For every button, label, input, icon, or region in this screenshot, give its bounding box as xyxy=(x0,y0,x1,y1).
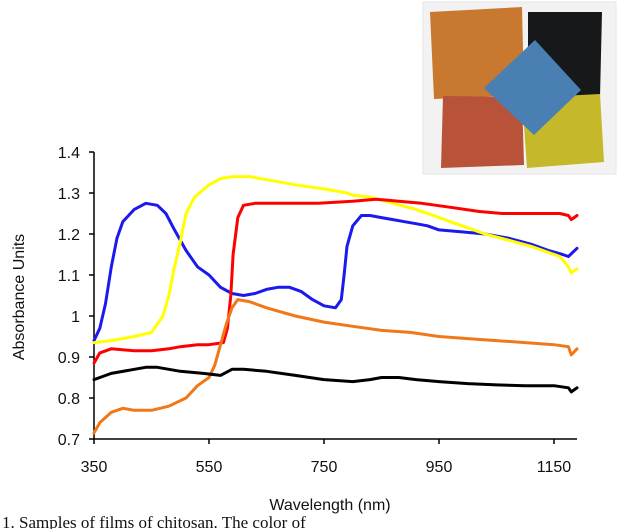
x-tick-label: 1150 xyxy=(537,459,572,476)
series-line-1 xyxy=(92,201,579,343)
x-tick-label: 950 xyxy=(426,459,453,476)
y-tick-label: 1.2 xyxy=(58,227,80,244)
series-line-4 xyxy=(92,298,579,435)
blue-film-sample xyxy=(484,40,581,135)
film-samples-photo xyxy=(422,1,617,175)
series-layer xyxy=(92,175,579,435)
x-tick-label: 750 xyxy=(311,459,338,476)
y-tick-label: 0.7 xyxy=(58,432,80,449)
y-tick-label: 0.8 xyxy=(58,391,80,408)
red-film-sample xyxy=(441,96,524,168)
y-axis-title: Absorbance Units xyxy=(11,234,28,360)
y-tick-label: 0.9 xyxy=(58,350,80,367)
x-tick-label: 550 xyxy=(196,459,223,476)
y-tick-label: 1.4 xyxy=(58,145,80,162)
y-tick-label: 1.3 xyxy=(58,186,80,203)
x-axis-title: Wavelength (nm) xyxy=(269,497,390,514)
x-tick-label: 350 xyxy=(81,459,108,476)
y-axis-ticks: 0.7 0.8 0.9 1 1.1 1.2 1.3 1.4 xyxy=(58,145,94,449)
series-line-3 xyxy=(92,197,579,365)
series-line-5 xyxy=(92,365,579,394)
y-tick-label: 1.1 xyxy=(58,268,80,285)
figure-caption: 1. Samples of films of chitosan. The col… xyxy=(2,513,306,529)
series-line-2 xyxy=(92,175,579,345)
y-tick-label: 1 xyxy=(71,309,80,326)
plot-axes xyxy=(93,152,577,440)
x-axis-ticks: 350 550 750 950 1150 xyxy=(81,439,572,476)
